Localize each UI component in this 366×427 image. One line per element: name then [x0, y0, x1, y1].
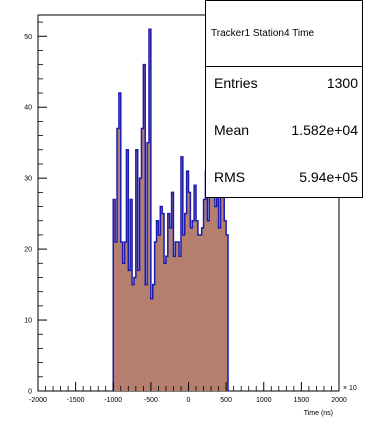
histogram-bin	[212, 185, 216, 391]
histogram-bin	[113, 199, 116, 391]
histogram-bin	[150, 298, 154, 391]
y-tick-label: 40	[24, 105, 32, 112]
x-tick-label: 0	[187, 397, 191, 404]
histogram-bin	[216, 192, 219, 391]
histogram-bin	[148, 29, 152, 391]
histogram-bin	[118, 93, 122, 392]
histogram-bin	[139, 178, 142, 391]
histogram-bin	[120, 242, 123, 391]
x-tick-label: -2000	[29, 397, 47, 404]
stats-label-mean: Mean	[214, 122, 250, 138]
histogram-bin	[182, 234, 186, 391]
y-tick-label: 0	[28, 389, 32, 396]
histogram-bin	[192, 220, 195, 391]
histogram-bin	[141, 128, 144, 391]
x-tick-label: 1000	[256, 397, 272, 404]
x-exponent-label: × 10	[343, 385, 357, 392]
histogram-bin	[179, 256, 182, 391]
histogram-bin	[135, 149, 139, 391]
stats-value-rms: 5.94e+05	[299, 169, 358, 185]
histogram-bin	[175, 242, 178, 391]
histogram-bin	[199, 234, 202, 391]
histogram-bin	[201, 227, 204, 391]
histogram-bin	[188, 192, 191, 391]
stats-row-mean: Mean 1.582e+04	[206, 122, 362, 144]
histogram-bin	[203, 199, 206, 391]
histogram-bin	[130, 199, 133, 391]
y-tick-label: 50	[24, 34, 32, 41]
histogram-bin	[167, 213, 170, 391]
x-axis-title: Time (ns)	[304, 410, 333, 417]
histogram-bin	[194, 185, 197, 391]
x-tick-label: 2000	[331, 397, 347, 404]
y-tick-label: 20	[24, 247, 32, 254]
histogram-bin	[209, 156, 212, 391]
histogram-bin	[132, 284, 135, 391]
histogram-bin	[158, 234, 161, 391]
histogram-bin	[222, 178, 225, 391]
stats-row-entries: Entries 1300	[206, 75, 362, 97]
histogram-bin	[169, 227, 172, 391]
histogram-bin	[180, 156, 184, 391]
histogram-bin	[124, 242, 127, 391]
histogram-bin	[126, 149, 129, 391]
histogram-bin	[122, 263, 125, 391]
histogram-bin	[173, 256, 176, 391]
stats-label-rms: RMS	[214, 169, 246, 185]
histogram-bin	[226, 234, 229, 391]
histogram-bin	[164, 263, 167, 391]
histogram-bin	[214, 206, 218, 391]
histogram-bin	[133, 277, 137, 391]
stats-label-entries: Entries	[214, 75, 258, 91]
histogram-bin	[165, 256, 169, 391]
histogram-bin	[162, 213, 165, 391]
histogram-bin	[137, 270, 140, 391]
stats-value-mean: 1.582e+04	[291, 122, 358, 138]
histogram-bin	[160, 206, 163, 391]
histogram-bin	[196, 220, 199, 391]
x-tick-label: 500	[220, 397, 232, 404]
histogram-bin	[190, 227, 193, 391]
histogram-bin	[115, 242, 118, 391]
histogram-bin	[152, 284, 155, 391]
x-tick-label: -1500	[67, 397, 85, 404]
histogram-bin	[186, 171, 189, 391]
histogram-bin	[156, 220, 159, 391]
histogram-bin	[147, 142, 150, 391]
histogram-bin	[145, 284, 148, 391]
histogram-bin	[211, 178, 214, 391]
histogram-bin	[171, 192, 174, 391]
x-tick-label: -1000	[104, 397, 122, 404]
histogram-bin	[220, 192, 223, 391]
histogram-bin	[154, 242, 157, 391]
x-tick-label: 1500	[294, 397, 310, 404]
histogram-bin	[184, 213, 187, 391]
histogram-bin	[128, 270, 131, 391]
histogram-bin	[143, 64, 146, 392]
stats-title: Tracker1 Station4 Time	[206, 1, 362, 67]
x-tick-label: -500	[144, 397, 158, 404]
histogram-bin	[224, 220, 227, 391]
histogram-bin	[205, 171, 208, 391]
stats-box: Tracker1 Station4 Time Entries 1300 Mean…	[205, 0, 363, 198]
y-tick-label: 30	[24, 176, 32, 183]
stats-value-entries: 1300	[326, 75, 358, 91]
histogram-bin	[218, 227, 221, 391]
y-tick-label: 10	[24, 318, 32, 325]
histogram-bin	[197, 234, 201, 391]
histogram-bin	[207, 220, 210, 391]
stats-row-rms: RMS 5.94e+05	[206, 169, 362, 191]
histogram-bin	[177, 242, 180, 391]
histogram-bin	[117, 128, 120, 391]
